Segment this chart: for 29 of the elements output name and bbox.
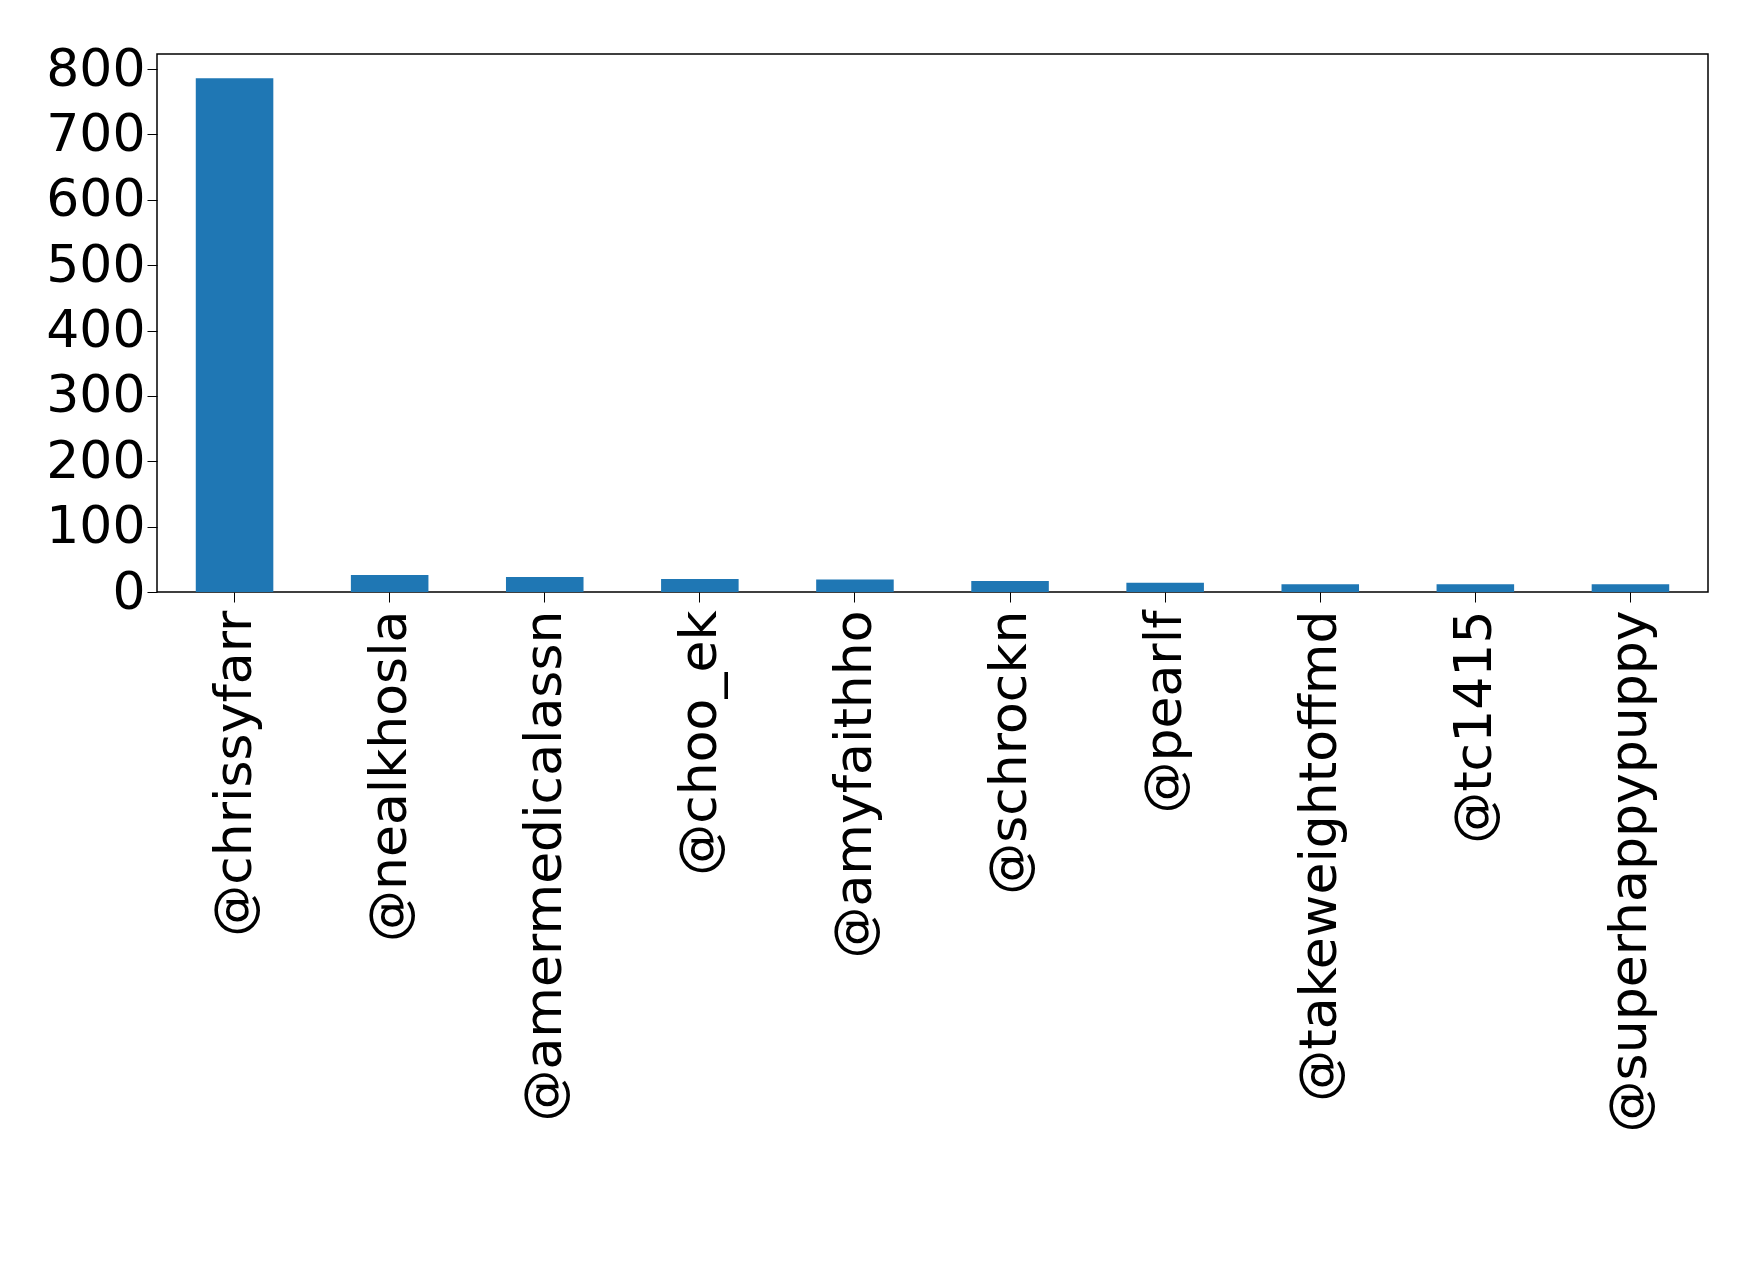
bar: [505, 576, 584, 592]
y-tick-label: 700: [46, 102, 146, 163]
x-tick-label: @tc1415: [1443, 610, 1504, 844]
bar: [1126, 582, 1204, 592]
bar: [195, 78, 274, 592]
bar: [661, 578, 739, 592]
bar: [1436, 584, 1515, 592]
x-tick-label: @pearlf: [1133, 608, 1194, 814]
x-tick-label: @amermedicalassn: [512, 610, 573, 1122]
bar: [1591, 584, 1670, 592]
y-tick-label: 0: [112, 560, 146, 621]
x-tick-label: @nealkhosla: [357, 610, 418, 943]
x-tick-label: @takeweightoffmd: [1288, 610, 1349, 1102]
bar: [1281, 584, 1360, 592]
y-tick-label: 800: [46, 37, 146, 98]
x-tick-label: @schrockn: [978, 610, 1039, 895]
y-tick-label: 300: [46, 364, 146, 425]
bar: [971, 580, 1049, 592]
y-tick-label: 600: [46, 168, 146, 229]
y-tick-label: 200: [46, 429, 146, 490]
y-tick-label: 100: [46, 495, 146, 556]
bar: [816, 579, 894, 592]
x-tick-label: @chrissyfarr: [202, 609, 263, 937]
y-tick-label: 500: [46, 233, 146, 294]
x-tick-label: @superhappypuppy: [1598, 610, 1659, 1133]
x-tick-label: @amyfaithho: [822, 610, 883, 959]
bar: [350, 575, 429, 592]
x-tick-label: @choo_ek: [667, 610, 728, 876]
y-tick-label: 400: [46, 299, 146, 360]
